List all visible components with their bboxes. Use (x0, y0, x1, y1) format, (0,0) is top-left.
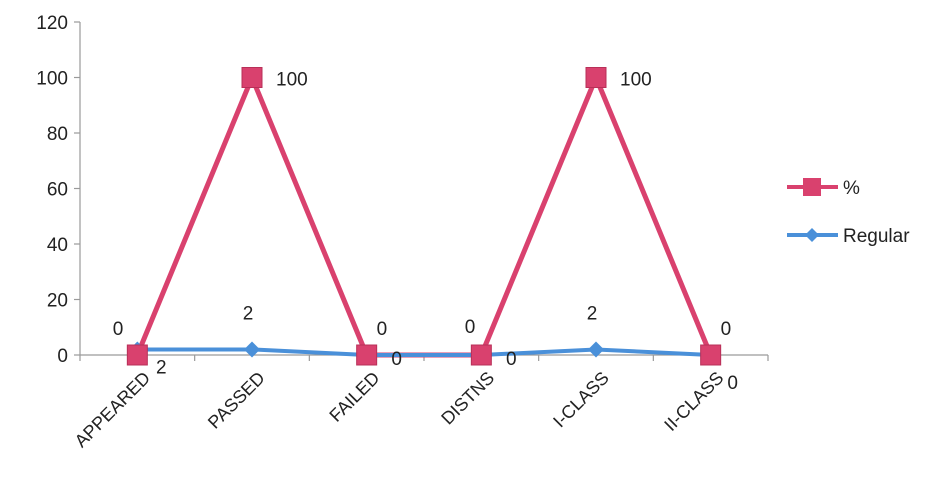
data-point-square (585, 67, 607, 88)
x-axis-categories: APPEARED PASSED FAILED DISTNS I-CLASS II-CLAS… (71, 355, 769, 451)
legend-label: Regular (843, 226, 910, 247)
data-point-diamond (588, 341, 604, 358)
y-tick-label: 20 (47, 291, 68, 312)
data-label-percent: 0 (377, 319, 388, 340)
x-category-label: II-CLASS (660, 368, 727, 435)
x-category-label: PASSED (204, 368, 269, 433)
legend-marker-diamond (805, 228, 819, 242)
y-tick-label: 120 (36, 13, 68, 34)
data-point-square (241, 67, 263, 88)
data-label-percent: 100 (276, 70, 308, 91)
data-label-regular: 0 (506, 349, 517, 370)
data-point-square (356, 344, 378, 366)
chart-axes (79, 22, 768, 356)
data-label-percent: 100 (620, 70, 652, 91)
y-tick-label: 0 (57, 346, 68, 367)
x-category-label: FAILED (325, 368, 383, 426)
x-category-label: I-CLASS (549, 368, 613, 432)
chart-series (126, 67, 722, 366)
data-label-regular: 0 (727, 373, 738, 394)
data-label-regular: 2 (156, 357, 167, 378)
y-tick-label: 100 (36, 69, 68, 90)
legend-label: % (843, 178, 860, 199)
data-label-regular: 2 (587, 303, 598, 324)
x-category-label: DISTNS (437, 368, 498, 429)
x-category-label: APPEARED (71, 368, 154, 451)
data-label-regular: 2 (243, 303, 254, 324)
legend-marker-square (803, 178, 821, 196)
data-label-percent: 0 (113, 319, 124, 340)
data-label-percent: 0 (465, 317, 476, 338)
chart-legend: % Regular (787, 178, 910, 247)
data-label-percent: 0 (721, 319, 732, 340)
data-label-regular: 0 (391, 349, 402, 370)
data-point-diamond (244, 341, 260, 358)
data-point-square (470, 344, 492, 366)
data-point-square (700, 344, 722, 366)
series-line (135, 75, 713, 358)
y-tick-label: 60 (47, 180, 68, 201)
data-point-square (126, 344, 148, 366)
series-line (137, 347, 711, 357)
y-axis-ticks: 0 20 40 60 80 100 120 (36, 13, 80, 367)
y-tick-label: 80 (47, 124, 68, 145)
y-tick-label: 40 (47, 235, 68, 256)
